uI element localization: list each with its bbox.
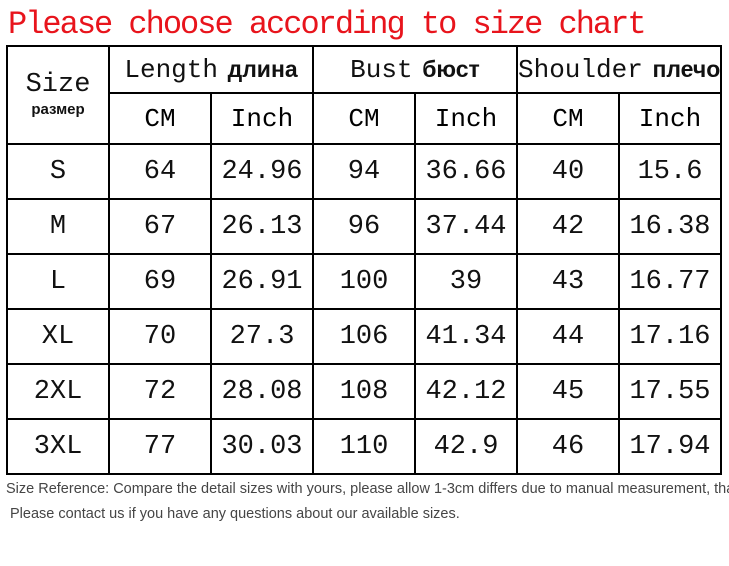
footnote-measurement: Size Reference: Compare the detail sizes… bbox=[6, 481, 729, 497]
table-row-s: S 64 24.96 94 36.66 40 15.6 bbox=[6, 143, 722, 200]
shoulder-inch-header: Inch bbox=[618, 92, 722, 145]
bust-cm-cell: 96 bbox=[312, 198, 416, 255]
length-group-header: Length длина bbox=[108, 45, 314, 94]
bust-header-en: Bust bbox=[350, 54, 413, 85]
shoulder-header-en: Shoulder bbox=[518, 54, 643, 85]
length-cm-header: CM bbox=[108, 92, 212, 145]
size-cell: M bbox=[6, 198, 110, 255]
size-column-header: Size размер bbox=[6, 45, 110, 145]
length-cm-cell: 70 bbox=[108, 308, 212, 365]
shoulder-inch-cell: 16.38 bbox=[618, 198, 722, 255]
size-cell: S bbox=[6, 143, 110, 200]
size-cell: L bbox=[6, 253, 110, 310]
bust-group-header: Bust бюст bbox=[312, 45, 518, 94]
shoulder-cm-cell: 45 bbox=[516, 363, 620, 420]
page-title: Please choose according to size chart bbox=[8, 6, 647, 43]
length-cm-cell: 69 bbox=[108, 253, 212, 310]
shoulder-cm-cell: 42 bbox=[516, 198, 620, 255]
length-cm-cell: 72 bbox=[108, 363, 212, 420]
length-cm-cell: 77 bbox=[108, 418, 212, 475]
shoulder-header-ru: плечо bbox=[652, 55, 721, 82]
bust-inch-cell: 42.9 bbox=[414, 418, 518, 475]
shoulder-cm-header: CM bbox=[516, 92, 620, 145]
length-inch-cell: 26.91 bbox=[210, 253, 314, 310]
size-chart-table: Size размер Length длина Bust бюст Shoul… bbox=[6, 45, 722, 475]
length-header-en: Length bbox=[124, 54, 218, 85]
footnote-contact: Please contact us if you have any questi… bbox=[10, 506, 460, 522]
bust-inch-cell: 36.66 bbox=[414, 143, 518, 200]
shoulder-inch-cell: 17.94 bbox=[618, 418, 722, 475]
table-row-3xl: 3XL 77 30.03 110 42.9 46 17.94 bbox=[6, 418, 722, 475]
table-body: S 64 24.96 94 36.66 40 15.6 M 67 26.13 9… bbox=[6, 143, 722, 475]
bust-cm-cell: 100 bbox=[312, 253, 416, 310]
unit-header-row: CM Inch CM Inch CM Inch bbox=[7, 92, 722, 145]
size-chart-page: Please choose according to size chart Si… bbox=[0, 6, 729, 566]
bust-cm-header: CM bbox=[312, 92, 416, 145]
length-inch-cell: 24.96 bbox=[210, 143, 314, 200]
shoulder-group-header: Shoulder плечо bbox=[516, 45, 722, 94]
bust-header-ru: бюст bbox=[422, 55, 480, 82]
length-cm-cell: 64 bbox=[108, 143, 212, 200]
group-header-row: Size размер Length длина Bust бюст Shoul… bbox=[6, 45, 722, 145]
bust-cm-cell: 108 bbox=[312, 363, 416, 420]
bust-inch-cell: 41.34 bbox=[414, 308, 518, 365]
shoulder-inch-cell: 15.6 bbox=[618, 143, 722, 200]
table-row-l: L 69 26.91 100 39 43 16.77 bbox=[6, 253, 722, 310]
size-cell: 3XL bbox=[6, 418, 110, 475]
shoulder-cm-cell: 40 bbox=[516, 143, 620, 200]
length-inch-cell: 30.03 bbox=[210, 418, 314, 475]
table-row-2xl: 2XL 72 28.08 108 42.12 45 17.55 bbox=[6, 363, 722, 420]
bust-cm-cell: 110 bbox=[312, 418, 416, 475]
shoulder-cm-cell: 46 bbox=[516, 418, 620, 475]
bust-cm-cell: 94 bbox=[312, 143, 416, 200]
size-header-ru: размер bbox=[31, 100, 85, 118]
length-header-ru: длина bbox=[227, 55, 298, 82]
bust-inch-cell: 39 bbox=[414, 253, 518, 310]
table-row-m: M 67 26.13 96 37.44 42 16.38 bbox=[6, 198, 722, 255]
footnotes: Size Reference: Compare the detail sizes… bbox=[6, 481, 729, 522]
size-cell: XL bbox=[6, 308, 110, 365]
size-cell: 2XL bbox=[6, 363, 110, 420]
length-inch-cell: 28.08 bbox=[210, 363, 314, 420]
shoulder-inch-cell: 17.16 bbox=[618, 308, 722, 365]
length-inch-header: Inch bbox=[210, 92, 314, 145]
length-cm-cell: 67 bbox=[108, 198, 212, 255]
table-row-xl: XL 70 27.3 106 41.34 44 17.16 bbox=[6, 308, 722, 365]
length-inch-cell: 26.13 bbox=[210, 198, 314, 255]
bust-cm-cell: 106 bbox=[312, 308, 416, 365]
bust-inch-cell: 42.12 bbox=[414, 363, 518, 420]
bust-inch-header: Inch bbox=[414, 92, 518, 145]
shoulder-cm-cell: 44 bbox=[516, 308, 620, 365]
shoulder-inch-cell: 17.55 bbox=[618, 363, 722, 420]
length-inch-cell: 27.3 bbox=[210, 308, 314, 365]
table-header: Size размер Length длина Bust бюст Shoul… bbox=[6, 45, 722, 145]
size-header-en: Size bbox=[25, 70, 91, 101]
bust-inch-cell: 37.44 bbox=[414, 198, 518, 255]
shoulder-inch-cell: 16.77 bbox=[618, 253, 722, 310]
shoulder-cm-cell: 43 bbox=[516, 253, 620, 310]
